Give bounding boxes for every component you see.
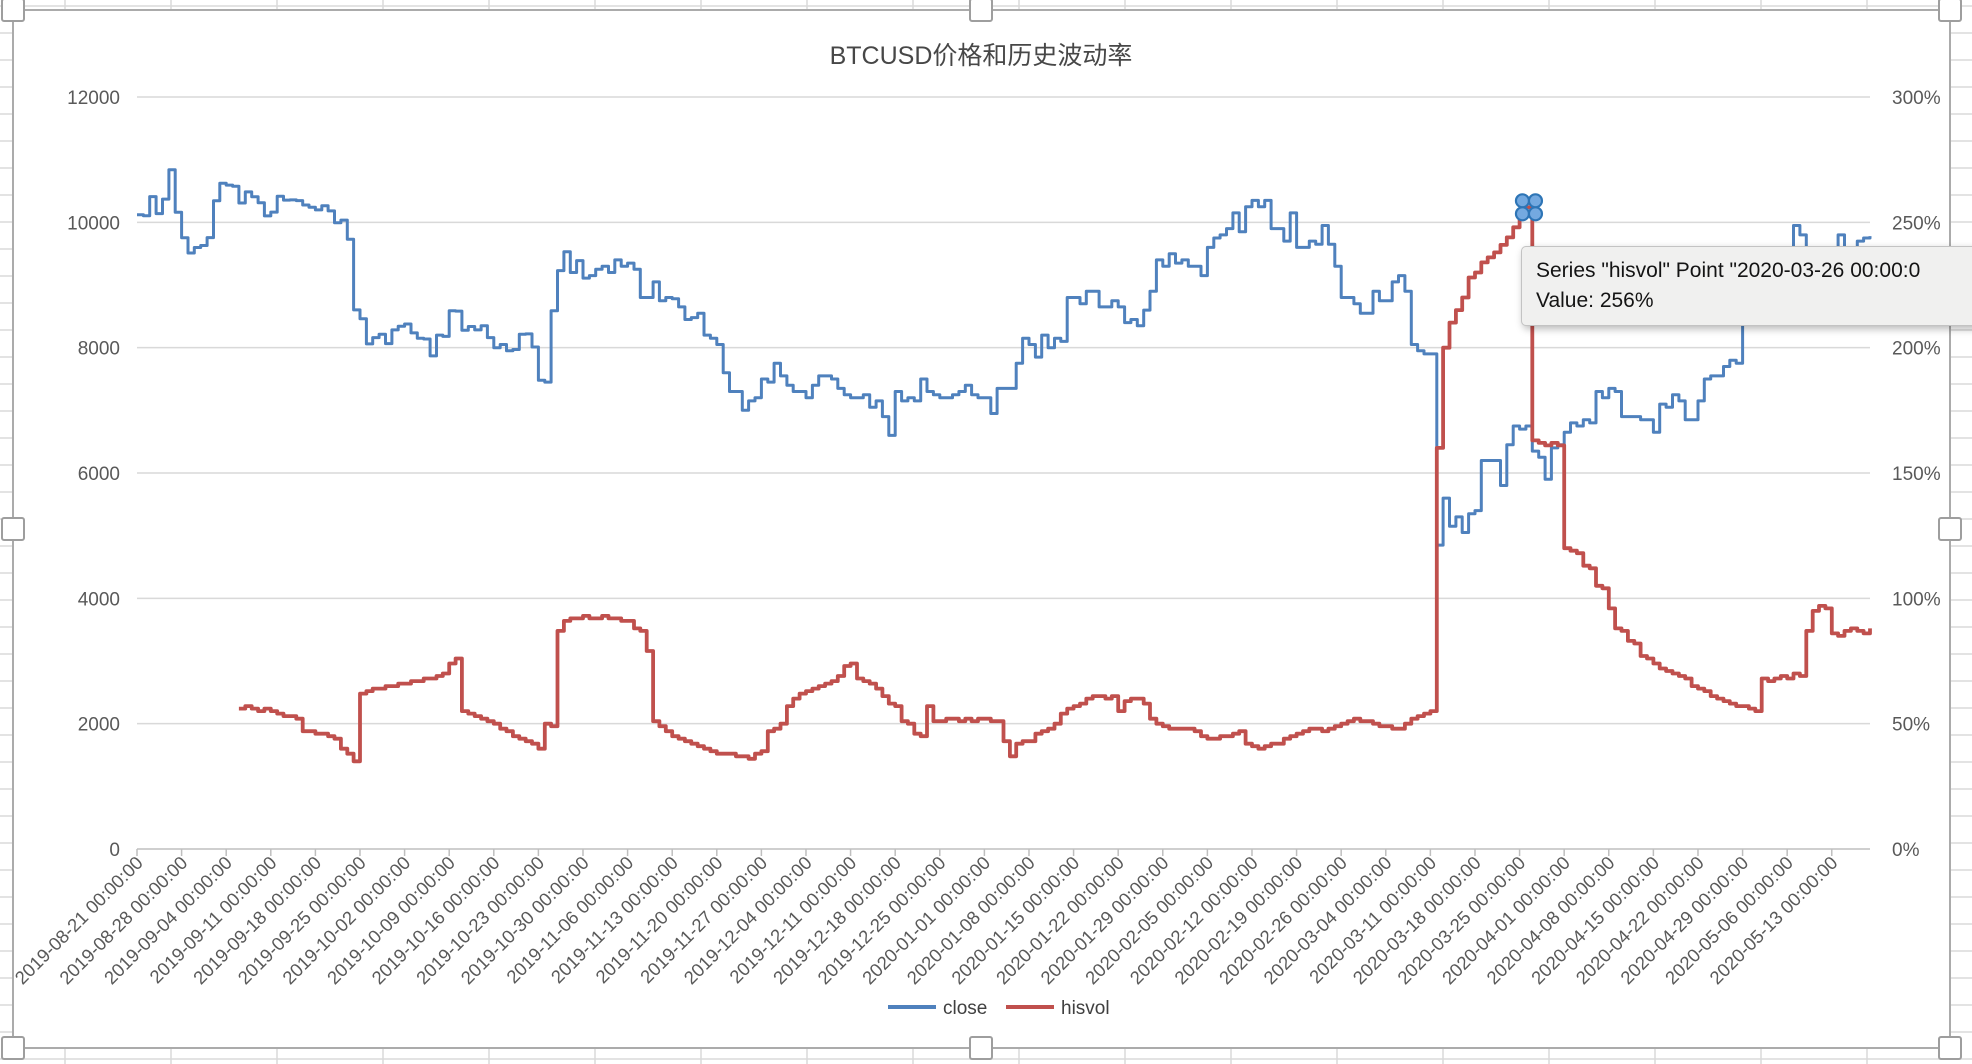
selection-handle[interactable] — [1938, 1036, 1962, 1060]
selection-handle[interactable] — [1938, 517, 1962, 541]
left-axis-tick-label[interactable]: 0 — [109, 840, 120, 861]
left-axis-tick-label[interactable]: 12000 — [67, 88, 120, 109]
chart-title[interactable]: BTCUSD价格和历史波动率 — [830, 42, 1133, 70]
series-close-line[interactable] — [137, 168, 1872, 547]
legend-label-close: close — [943, 998, 987, 1019]
legend-item-hisvol[interactable]: hisvol — [1006, 998, 1110, 1019]
left-axis-tick-label[interactable]: 8000 — [78, 339, 120, 360]
left-axis-tick-label[interactable]: 2000 — [78, 715, 120, 736]
tooltip-value-line: Value: 256% — [1536, 288, 1654, 312]
selection-handle[interactable] — [969, 0, 993, 22]
left-axis-tick-label[interactable]: 10000 — [67, 213, 120, 234]
chart-area[interactable] — [12, 9, 1951, 1049]
right-axis-tick-label[interactable]: 300% — [1892, 88, 1941, 109]
series-layer — [137, 168, 1872, 764]
right-axis-tick-label[interactable]: 200% — [1892, 339, 1941, 360]
legend-item-close[interactable]: close — [888, 998, 987, 1019]
right-axis-tick-label[interactable]: 50% — [1892, 715, 1930, 736]
selection-handle[interactable] — [1, 0, 25, 22]
series-hisvol-line[interactable] — [238, 205, 1872, 764]
right-axis-tick-label[interactable]: 250% — [1892, 213, 1941, 234]
selection-handle[interactable] — [969, 1036, 993, 1060]
selected-point-handle[interactable] — [1527, 206, 1544, 222]
selected-point-marker[interactable] — [1514, 193, 1544, 222]
selection-handle[interactable] — [1938, 0, 1962, 22]
left-axis-tick-label[interactable]: 4000 — [78, 589, 120, 610]
datapoint-tooltip: Series "hisvol" Point "2020-03-26 00:00:… — [1521, 246, 1972, 326]
chart-legend[interactable]: close hisvol — [888, 998, 1110, 1019]
left-axis-tick-label[interactable]: 6000 — [78, 464, 120, 485]
right-axis-tick-label[interactable]: 100% — [1892, 589, 1941, 610]
selection-handle[interactable] — [1, 1036, 25, 1060]
chart-gridlines — [137, 96, 1870, 725]
legend-label-hisvol: hisvol — [1061, 998, 1110, 1019]
selection-handle[interactable] — [1, 517, 25, 541]
y-axis-right[interactable]: 0% 50% 100% 150% 200% 250% 300% — [1892, 88, 1941, 861]
tooltip-series-line: Series "hisvol" Point "2020-03-26 00:00:… — [1536, 259, 1921, 282]
selected-point-handle[interactable] — [1514, 193, 1531, 209]
selected-point-handle[interactable] — [1514, 206, 1531, 222]
right-axis-tick-label[interactable]: 0% — [1892, 840, 1920, 861]
y-axis-left[interactable]: 0 2000 4000 6000 8000 10000 12000 — [67, 88, 120, 861]
selected-point-handle[interactable] — [1527, 193, 1544, 209]
right-axis-tick-label[interactable]: 150% — [1892, 464, 1941, 485]
